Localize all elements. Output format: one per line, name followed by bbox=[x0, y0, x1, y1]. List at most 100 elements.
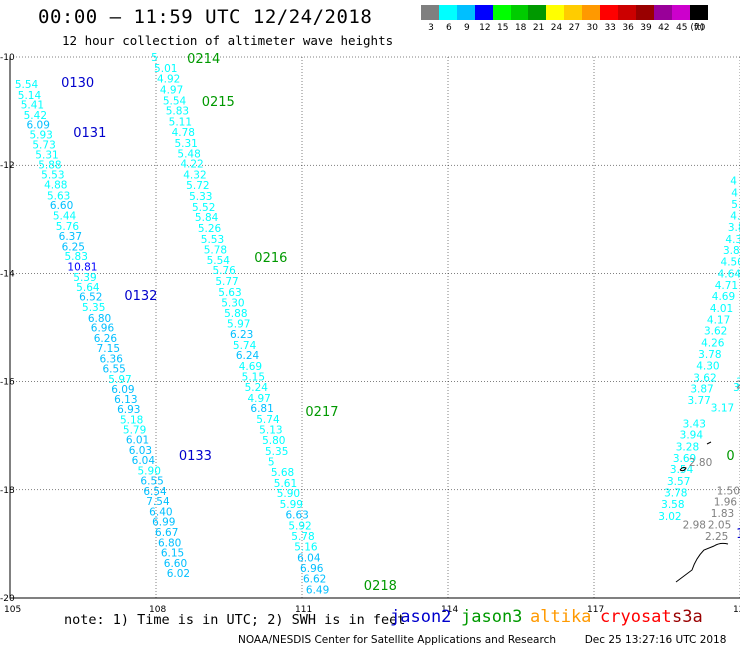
swh-label: 2.98 bbox=[683, 519, 706, 531]
swh-label: 6.52 bbox=[79, 292, 102, 304]
swh-label: 4.97 bbox=[160, 84, 183, 96]
swh-label: 3.85 bbox=[728, 222, 740, 234]
swh-label: 3.77 bbox=[687, 395, 710, 407]
swh-label: 5.13 bbox=[259, 425, 282, 437]
swh-label: 3.02 bbox=[658, 511, 681, 523]
swh-label: 6.03 bbox=[129, 445, 152, 457]
swh-label: 5.79 bbox=[123, 425, 146, 437]
swh-label: 5.90 bbox=[138, 465, 161, 477]
legend-swatch bbox=[546, 5, 565, 20]
swh-label: 10.81 bbox=[67, 261, 97, 273]
swh-label: 5.74 bbox=[256, 414, 280, 426]
swh-label: 5.61 bbox=[274, 478, 297, 490]
mission-label-cryosat: cryosat bbox=[600, 607, 672, 627]
swh-label: 5.72 bbox=[186, 180, 209, 192]
swh-label: 3.57 bbox=[667, 476, 690, 488]
legend-label: 36 bbox=[622, 23, 634, 33]
swh-label: 1.50 bbox=[717, 485, 740, 497]
swh-label: 5.44 bbox=[53, 211, 77, 223]
swh-label: 5.76 bbox=[56, 221, 80, 233]
swh-label: 6.60 bbox=[50, 200, 73, 212]
y-tick-label: -10 bbox=[0, 53, 15, 63]
swh-label: 2.05 bbox=[708, 519, 731, 531]
legend-swatch bbox=[689, 5, 708, 20]
x-tick-label: 114 bbox=[441, 605, 458, 615]
swh-label: 4.92 bbox=[157, 74, 180, 86]
legend-label: 3 bbox=[428, 23, 434, 33]
credit-org: NOAA/NESDIS Center for Satellite Applica… bbox=[238, 634, 556, 646]
swh-label: 5.35 bbox=[265, 446, 288, 458]
legend-swatch bbox=[528, 5, 547, 20]
swh-label: 5.64 bbox=[76, 282, 100, 294]
legend-label: 45 bbox=[676, 23, 688, 33]
x-tick-label: 117 bbox=[587, 605, 604, 615]
swh-label: 6.96 bbox=[300, 563, 324, 575]
swh-label: 5.42 bbox=[24, 110, 47, 122]
swh-label: 5.35 bbox=[82, 302, 105, 314]
swh-label: 6.04 bbox=[132, 455, 156, 467]
swh-label: 6.02 bbox=[167, 568, 190, 580]
swh-label: 5.78 bbox=[204, 245, 227, 257]
swh-label: 5.24 bbox=[245, 382, 269, 394]
swh-label: 3.43 bbox=[683, 418, 706, 430]
swh-label: 6.60 bbox=[164, 558, 187, 570]
y-tick-label: -12 bbox=[0, 161, 15, 171]
swh-label: 5.39 bbox=[73, 272, 96, 284]
legend-swatch bbox=[474, 5, 494, 20]
chart-title: 00:00 – 11:59 UTC 12/24/2018 bbox=[38, 6, 373, 28]
swh-label: 6.54 bbox=[143, 486, 167, 498]
swh-label: 3.78 bbox=[664, 488, 687, 500]
swh-label: 6.36 bbox=[100, 353, 124, 365]
swh-label: 2.58 bbox=[736, 379, 740, 391]
swh-label: 5.88 bbox=[224, 308, 247, 320]
swh-label: 4.17 bbox=[707, 314, 730, 326]
y-tick-label: -14 bbox=[0, 269, 15, 279]
footer-note: note: 1) Time is in UTC; 2) SWH is in fe… bbox=[64, 612, 406, 628]
swh-label: 4 bbox=[730, 175, 737, 187]
swh-label: 5.01 bbox=[154, 63, 177, 75]
pass-time-label: 0217 bbox=[305, 405, 338, 420]
swh-label: 5.74 bbox=[233, 340, 257, 352]
swh-label: 5.14 bbox=[18, 90, 42, 102]
swh-label: 5.26 bbox=[198, 223, 222, 235]
legend-swatch bbox=[600, 5, 619, 20]
swh-label: 5.18 bbox=[120, 414, 143, 426]
swh-label: 4 bbox=[731, 187, 738, 199]
swh-label: 4.30 bbox=[696, 360, 719, 372]
swh-label: 6.55 bbox=[140, 476, 163, 488]
swh-label: 6.37 bbox=[59, 231, 82, 243]
swh-label: 5.88 bbox=[38, 160, 61, 172]
swh-label: 6.99 bbox=[152, 517, 175, 529]
swh-label: 6.62 bbox=[303, 574, 326, 586]
swh-label: 3.80 bbox=[733, 382, 740, 394]
swh-label: 5.33 bbox=[189, 191, 212, 203]
swh-label: 5.30 bbox=[221, 298, 244, 310]
swh-label: 6.24 bbox=[236, 350, 260, 362]
y-tick-label: -18 bbox=[0, 486, 15, 496]
swh-label: 5.16 bbox=[294, 542, 318, 554]
coastline-icon bbox=[675, 441, 729, 583]
swh-label: 6.81 bbox=[250, 403, 273, 415]
swh-label: 6.93 bbox=[117, 404, 140, 416]
swh-label: 4.22 bbox=[180, 159, 203, 171]
pass-time-label: 0132 bbox=[124, 289, 157, 304]
swh-label: 5.93 bbox=[29, 129, 52, 141]
swh-label: 6.67 bbox=[155, 527, 178, 539]
legend-label: 39 bbox=[640, 23, 652, 33]
legend-swatch bbox=[456, 5, 476, 20]
swh-label: 5.52 bbox=[192, 202, 215, 214]
legend-swatch bbox=[438, 5, 458, 20]
swh-label: 3.28 bbox=[676, 442, 699, 454]
swh-label: 5.40 bbox=[731, 199, 740, 211]
swh-label: 3.69 bbox=[673, 453, 696, 465]
swh-label: 1.96 bbox=[714, 497, 738, 509]
swh-label: 4.30 bbox=[725, 234, 740, 246]
swh-label: 2.80 bbox=[689, 457, 712, 469]
swh-label: 6.80 bbox=[88, 313, 111, 325]
pass-time-label: 0215 bbox=[202, 95, 235, 110]
legend-swatch bbox=[510, 5, 529, 20]
swh-label: 5.83 bbox=[166, 106, 189, 118]
swh-label: 3.17 bbox=[711, 403, 734, 415]
swh-label: 3.58 bbox=[661, 499, 684, 511]
swh-label: 2.25 bbox=[705, 531, 728, 543]
